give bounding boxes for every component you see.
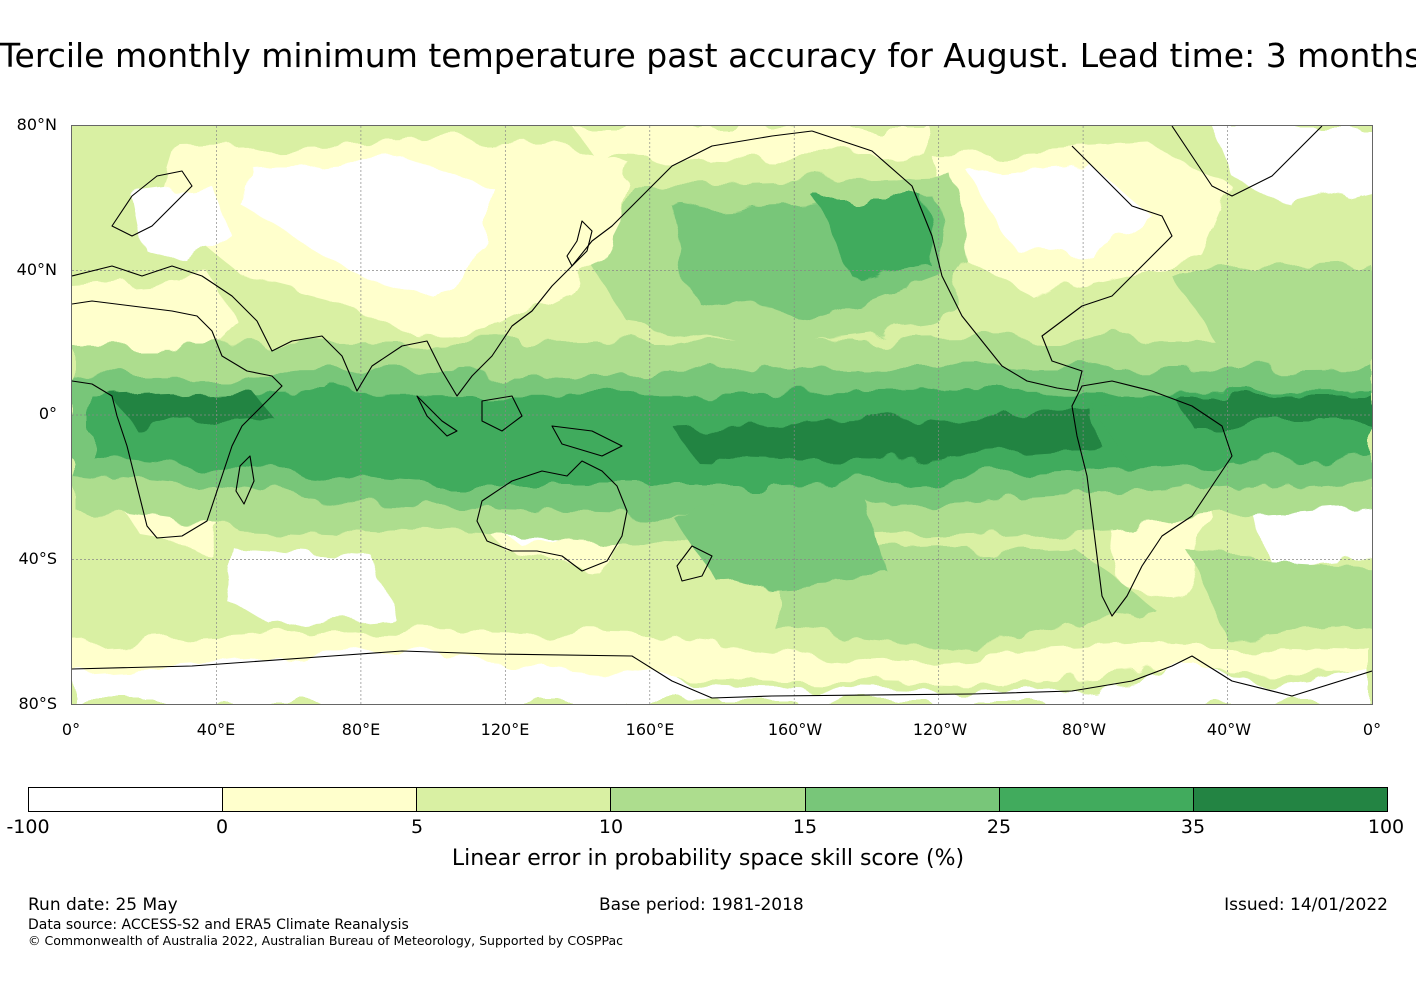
region-indian-ocean-top — [112, 391, 272, 426]
colorbar-tick-15: 15 — [792, 816, 818, 838]
skill-field — [72, 126, 1372, 704]
coast-japan — [566, 220, 593, 267]
lat-label-equator: 0° — [38, 404, 57, 423]
coast-sumatra — [416, 395, 458, 437]
coastlines — [72, 126, 1372, 699]
coast-north-america — [811, 130, 1173, 392]
coast-antarctica — [72, 650, 1372, 699]
region-asia-white — [242, 156, 492, 296]
colorbar-tick-25: 25 — [986, 816, 1012, 838]
data-source: Data source: ACCESS-S2 and ERA5 Climate … — [28, 917, 409, 933]
colorbar-tick-100: 100 — [1367, 816, 1405, 838]
region-antarctica — [72, 648, 1372, 704]
colorbar-swatch-0 — [29, 788, 224, 811]
colorbar-tick-35: 35 — [1180, 816, 1206, 838]
colorbar-swatch-1 — [223, 788, 418, 811]
colorbar-swatch-6 — [1193, 788, 1387, 811]
region-antarctic-fringe — [72, 631, 1372, 686]
coast-australia — [476, 460, 628, 572]
lon-label-80w: 80°W — [1061, 720, 1107, 739]
coast-new-guinea — [551, 425, 623, 457]
lon-label-40e: 40°E — [196, 720, 236, 739]
colorbar-swatch-2 — [417, 788, 612, 811]
lat-label-40s: 40°S — [18, 549, 57, 568]
lat-label-80n: 80°N — [16, 115, 57, 134]
colorbar-swatch-4 — [805, 788, 1000, 811]
coast-madagascar — [235, 455, 255, 505]
map-canvas — [72, 126, 1372, 704]
region-equatorial-pacific-top — [672, 411, 1102, 461]
coast-borneo — [481, 395, 523, 432]
colorbar-tick-5: 5 — [410, 816, 424, 838]
lon-label-160e: 160°E — [625, 720, 675, 739]
chart-title: Tercile monthly minimum temperature past… — [0, 36, 1416, 75]
region-south-pacific-high — [672, 506, 892, 586]
copyright: © Commonwealth of Australia 2022, Austra… — [28, 933, 623, 948]
region-north-atlantic — [1172, 266, 1372, 356]
region-atlantic-top — [1172, 396, 1372, 426]
region-south-indian — [222, 546, 392, 626]
coast-eurasia — [72, 130, 813, 397]
lon-label-120e: 120°E — [480, 720, 530, 739]
colorbar — [28, 787, 1388, 812]
lon-label-40w: 40°W — [1206, 720, 1252, 739]
colorbar-label: Linear error in probability space skill … — [451, 846, 965, 871]
issued-date: Issued: 14/01/2022 — [1224, 895, 1388, 915]
region-canada-white — [972, 166, 1152, 256]
coast-new-zealand — [676, 545, 713, 582]
coast-africa — [72, 300, 283, 539]
run-date: Run date: 25 May — [28, 895, 178, 915]
region-gulf-alaska — [812, 196, 932, 276]
region-arctic-cream — [572, 126, 932, 161]
region-europe-white — [132, 186, 232, 266]
colorbar-swatch-5 — [999, 788, 1194, 811]
lon-label-120w: 120°W — [912, 720, 968, 739]
colorbar-swatch-3 — [611, 788, 806, 811]
coast-south-america — [1071, 380, 1233, 617]
colorbar-tick-minus100: -100 — [6, 816, 50, 838]
lon-label-160w: 160°W — [767, 720, 823, 739]
colorbar-tick-10: 10 — [598, 816, 624, 838]
colorbar-tick-0: 0 — [215, 816, 229, 838]
gridlines — [72, 126, 1372, 704]
lon-label-0-west: 0° — [61, 720, 81, 739]
base-period: Base period: 1981-2018 — [599, 895, 804, 915]
coast-scandinavia — [111, 170, 193, 237]
lat-label-80s: 80°S — [18, 694, 57, 713]
lon-label-0-east: 0° — [1362, 720, 1382, 739]
lon-label-80e: 80°E — [341, 720, 381, 739]
top-skill-regions — [112, 391, 1372, 461]
region-south-atlantic-mid — [1192, 556, 1372, 636]
skill-score-map — [71, 125, 1373, 705]
coast-greenland — [1171, 126, 1323, 197]
lat-label-40n: 40°N — [16, 260, 57, 279]
